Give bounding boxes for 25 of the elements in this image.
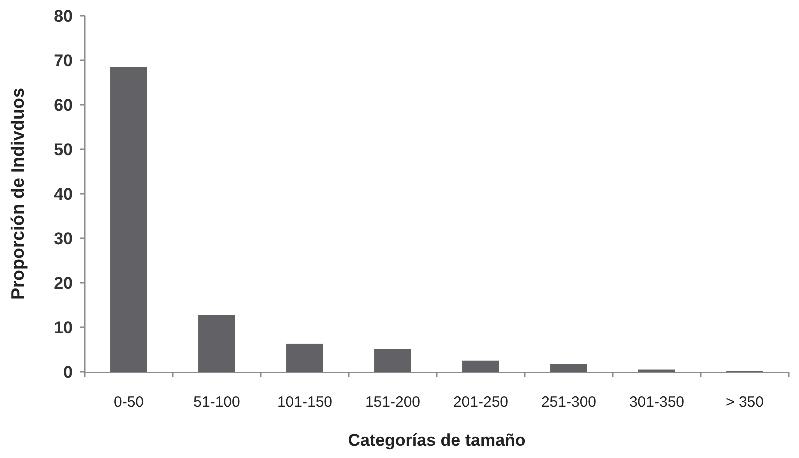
y-tick-label: 30 [54,229,73,248]
y-tick-label: 10 [54,318,73,338]
bar [110,67,148,372]
x-tick-label: > 350 [726,394,764,411]
bar [550,364,588,372]
bar [198,315,236,372]
bar [374,349,412,372]
bar [286,344,324,372]
x-tick-label: 101-150 [277,394,333,411]
y-tick-label: 70 [54,51,73,70]
y-tick-label: 0 [64,362,73,382]
y-tick-label: 60 [54,96,73,115]
x-tick-label: 151-200 [365,394,421,411]
x-axis-title: Categorías de tamaño [348,431,526,450]
y-tick-label: 80 [54,6,73,26]
bar [462,360,500,372]
x-tick-label: 201-250 [453,394,509,411]
y-axis-title: Proporción de Indivduos [8,88,28,300]
y-tick-label: 40 [54,184,73,204]
x-tick-label: 51-100 [194,394,240,411]
y-tick-label: 50 [54,140,73,160]
y-tick-label: 20 [54,274,73,293]
x-tick-label: 301-350 [629,394,685,411]
x-tick-label: 251-300 [541,394,597,411]
x-tick-label: 0-50 [114,394,144,411]
